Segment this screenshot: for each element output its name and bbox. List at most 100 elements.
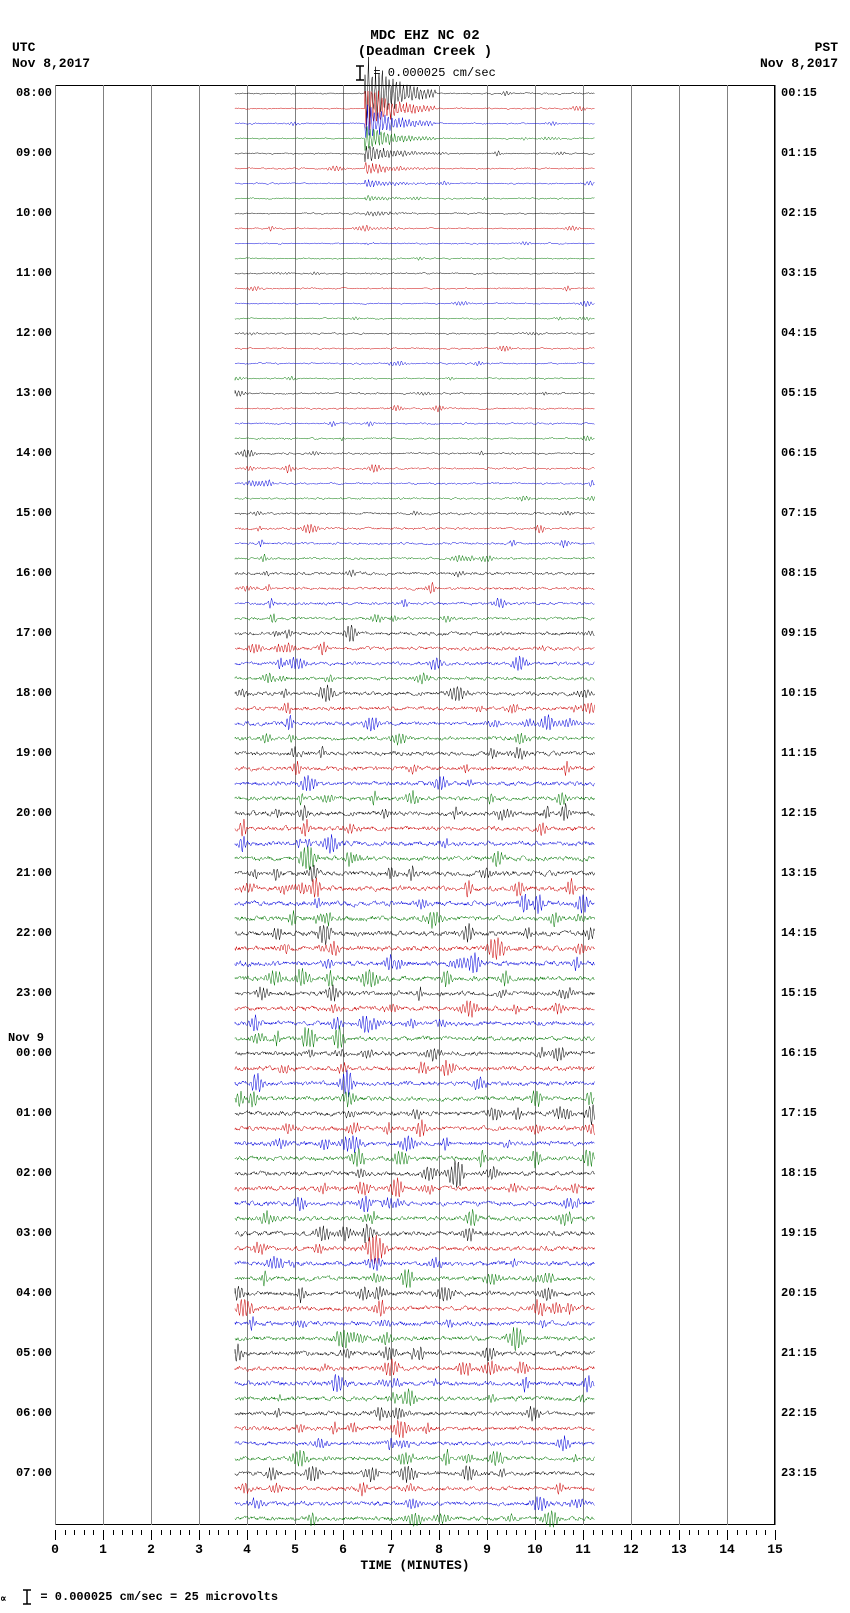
x-tick-minor <box>593 1530 594 1535</box>
trace <box>55 123 775 124</box>
x-tick-minor <box>362 1530 363 1535</box>
x-tick-minor <box>497 1530 498 1535</box>
scale-text: = 0.000025 cm/sec <box>373 66 495 80</box>
x-tick <box>487 1530 488 1540</box>
trace <box>55 618 775 619</box>
x-tick-label: 15 <box>767 1542 783 1557</box>
tz-left: UTC <box>12 40 90 56</box>
trace <box>55 1023 775 1024</box>
trace <box>55 1113 775 1114</box>
trace <box>55 843 775 844</box>
x-tick <box>55 1530 56 1540</box>
trace <box>55 1443 775 1444</box>
x-tick-minor <box>266 1530 267 1535</box>
x-tick-minor <box>708 1530 709 1535</box>
trace <box>55 1158 775 1159</box>
trace <box>55 168 775 169</box>
trace <box>55 228 775 229</box>
gridline <box>55 85 56 1525</box>
trace <box>55 948 775 949</box>
trace <box>55 1323 775 1324</box>
trace <box>55 1098 775 1099</box>
header: MDC EHZ NC 02 (Deadman Creek ) = 0.00002… <box>0 0 850 82</box>
pst-time-label: 11:15 <box>781 746 817 760</box>
x-tick-label: 9 <box>483 1542 491 1557</box>
pst-time-label: 16:15 <box>781 1046 817 1060</box>
utc-time-label: 12:00 <box>8 326 52 340</box>
x-tick-label: 11 <box>575 1542 591 1557</box>
trace <box>55 1263 775 1264</box>
x-tick-minor <box>189 1530 190 1535</box>
x-tick <box>631 1530 632 1540</box>
trace <box>55 153 775 154</box>
pst-time-label: 14:15 <box>781 926 817 940</box>
x-tick-minor <box>218 1530 219 1535</box>
trace <box>55 1278 775 1279</box>
trace <box>55 273 775 274</box>
x-tick-minor <box>506 1530 507 1535</box>
x-tick-label: 3 <box>195 1542 203 1557</box>
pst-time-label: 01:15 <box>781 146 817 160</box>
x-tick <box>679 1530 680 1540</box>
utc-time-label: 08:00 <box>8 86 52 100</box>
gridline <box>295 85 296 1525</box>
trace <box>55 633 775 634</box>
x-tick-minor <box>746 1530 747 1535</box>
trace <box>55 198 775 199</box>
x-tick-minor <box>458 1530 459 1535</box>
x-tick-minor <box>161 1530 162 1535</box>
plot-border <box>55 85 775 1525</box>
x-tick <box>535 1530 536 1540</box>
trace <box>55 798 775 799</box>
x-tick-label: 1 <box>99 1542 107 1557</box>
trace <box>55 1398 775 1399</box>
trace <box>55 258 775 259</box>
pst-date-label: PST Nov 8,2017 <box>760 40 838 72</box>
trace <box>55 753 775 754</box>
utc-time-label: 10:00 <box>8 206 52 220</box>
trace <box>55 1008 775 1009</box>
utc-time-label: 04:00 <box>8 1286 52 1300</box>
trace <box>55 588 775 589</box>
x-tick-minor <box>372 1530 373 1535</box>
x-tick-minor <box>113 1530 114 1535</box>
trace <box>55 1503 775 1504</box>
utc-time-label: 16:00 <box>8 566 52 580</box>
trace <box>55 693 775 694</box>
x-tick-label: 4 <box>243 1542 251 1557</box>
trace <box>55 723 775 724</box>
x-tick-minor <box>141 1530 142 1535</box>
trace <box>55 1143 775 1144</box>
trace <box>55 1233 775 1234</box>
trace <box>55 1428 775 1429</box>
trace <box>55 93 775 94</box>
utc-time-label: 07:00 <box>8 1466 52 1480</box>
x-tick <box>295 1530 296 1540</box>
trace <box>55 1458 775 1459</box>
trace <box>55 1473 775 1474</box>
utc-time-label: 18:00 <box>8 686 52 700</box>
gridline <box>199 85 200 1525</box>
utc-time-label: 20:00 <box>8 806 52 820</box>
svg-text:∝: ∝ <box>0 1594 7 1606</box>
gridline <box>727 85 728 1525</box>
trace <box>55 468 775 469</box>
pst-time-label: 08:15 <box>781 566 817 580</box>
x-tick-label: 2 <box>147 1542 155 1557</box>
pst-time-label: 06:15 <box>781 446 817 460</box>
x-axis: TIME (MINUTES) 0123456789101112131415 <box>55 1530 775 1580</box>
pst-time-label: 15:15 <box>781 986 817 1000</box>
pst-time-label: 07:15 <box>781 506 817 520</box>
utc-date-label: UTC Nov 8,2017 <box>12 40 90 72</box>
x-tick-minor <box>237 1530 238 1535</box>
x-tick-minor <box>381 1530 382 1535</box>
x-tick <box>199 1530 200 1540</box>
trace <box>55 288 775 289</box>
x-tick-minor <box>468 1530 469 1535</box>
trace <box>55 708 775 709</box>
trace <box>55 543 775 544</box>
station-name: (Deadman Creek ) <box>0 44 850 60</box>
trace <box>55 603 775 604</box>
x-tick-minor <box>669 1530 670 1535</box>
plot-area <box>55 85 775 1525</box>
